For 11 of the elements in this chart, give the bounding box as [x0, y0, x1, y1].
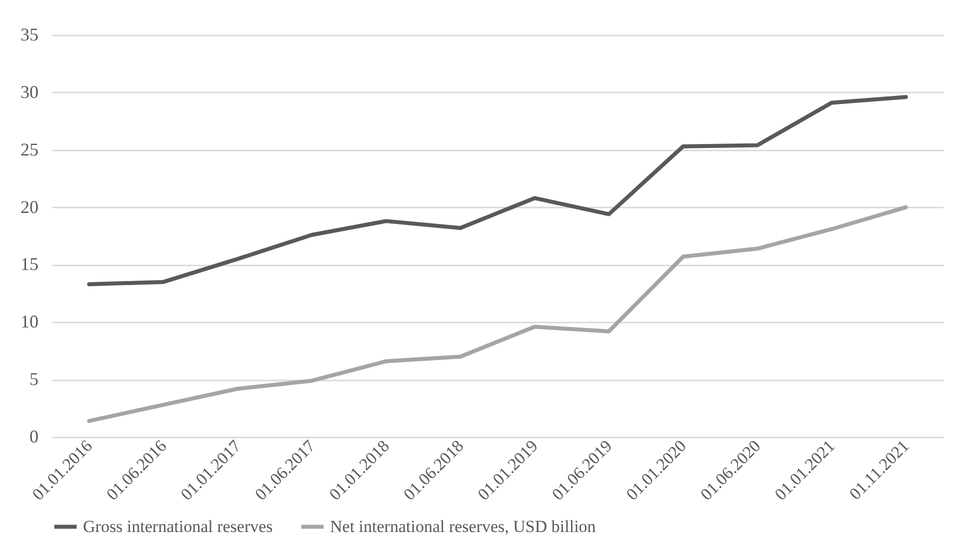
line-series — [87, 205, 908, 423]
line-series — [87, 95, 908, 286]
y-tick-label: 5 — [30, 369, 38, 390]
y-tick-label: 35 — [20, 24, 38, 44]
y-tick-label: 25 — [20, 139, 38, 160]
legend-label: Net international reserves, USD billion — [330, 516, 596, 536]
y-tick-label: 30 — [20, 82, 38, 102]
legend-label: Gross international reserves — [83, 516, 273, 536]
y-tick-label: 10 — [20, 312, 38, 332]
y-tick-label: 20 — [20, 196, 38, 217]
y-tick-label: 15 — [20, 254, 38, 274]
